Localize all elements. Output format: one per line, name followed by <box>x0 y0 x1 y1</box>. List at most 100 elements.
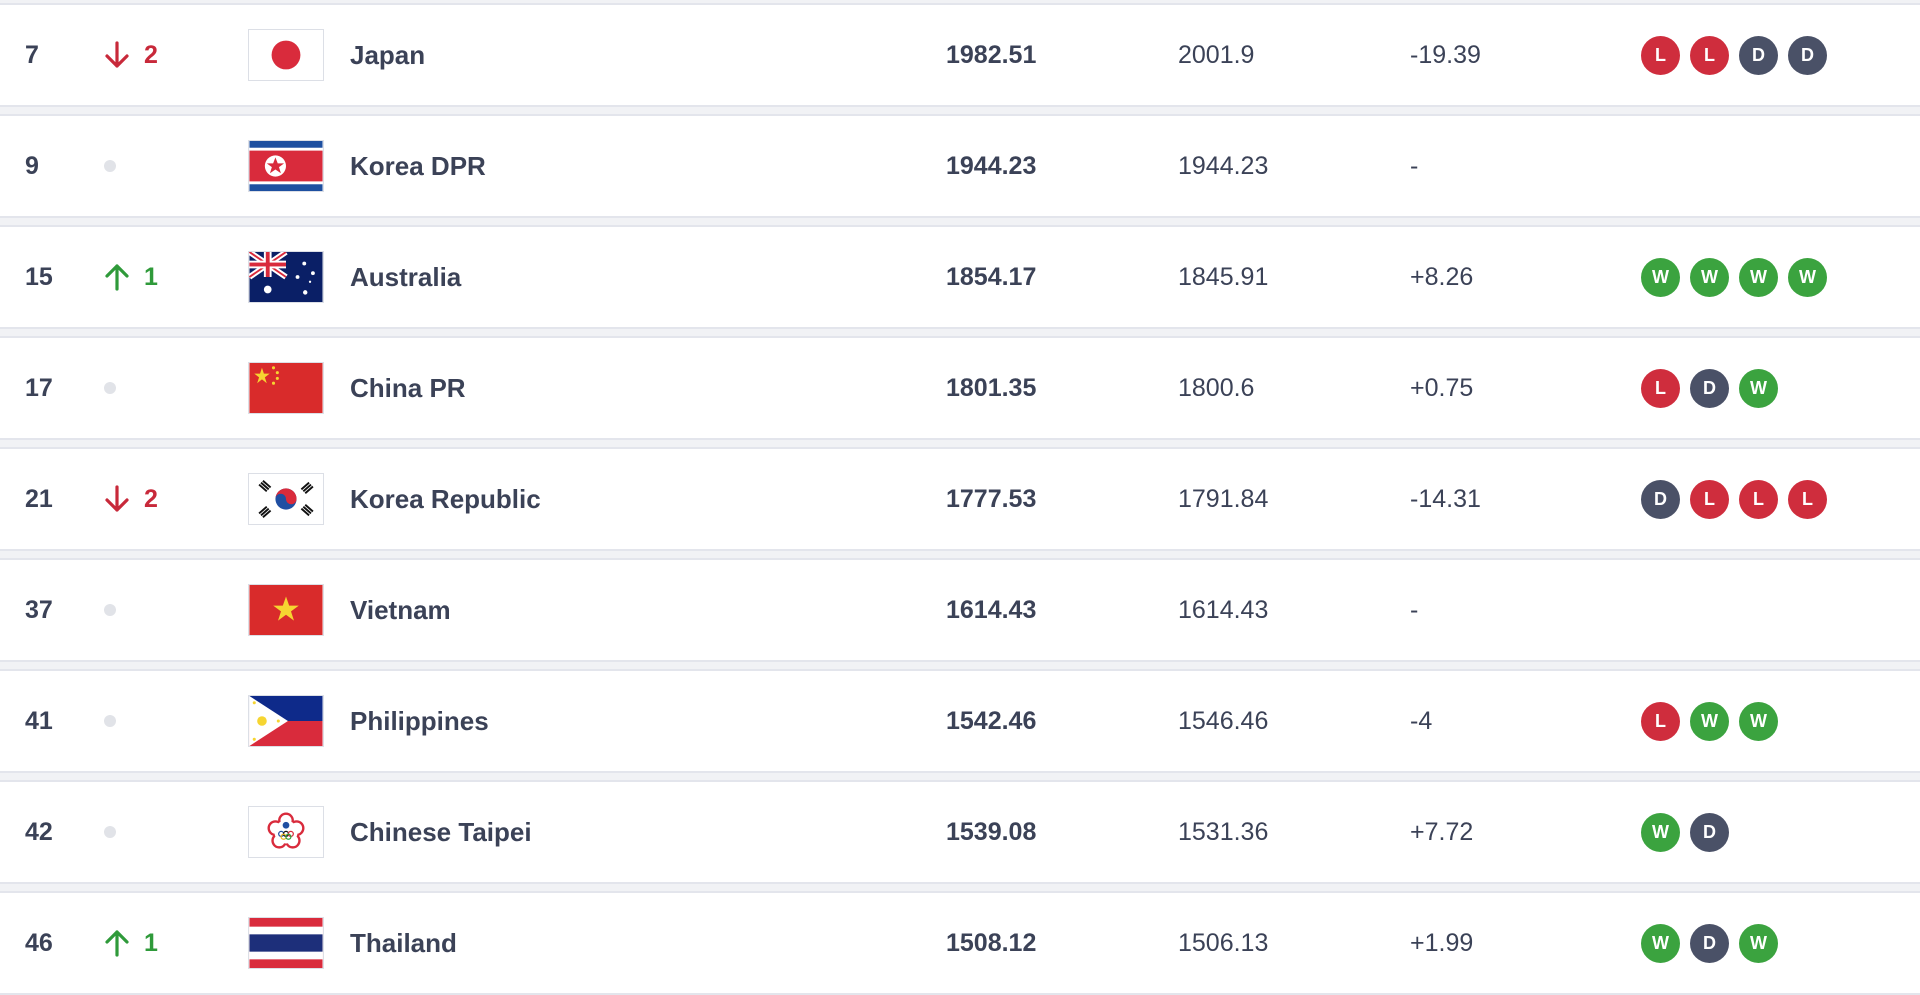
total-points: 1508.12 <box>946 928 1037 957</box>
form-badge-draw[interactable]: D <box>1641 479 1680 519</box>
total-points: 1854.17 <box>946 262 1037 291</box>
form-badge-draw[interactable]: D <box>1690 812 1729 852</box>
points-change: -19.39 <box>1410 40 1481 69</box>
form-badge-draw[interactable]: D <box>1690 368 1729 408</box>
form-badge-win[interactable]: W <box>1641 257 1680 297</box>
points-change: +1.99 <box>1410 928 1474 957</box>
korea-dpr-flag <box>248 140 324 192</box>
team-name[interactable]: China PR <box>350 372 466 403</box>
points-change: - <box>1410 595 1419 624</box>
rank-movement <box>104 671 116 771</box>
form-badge-loss[interactable]: L <box>1641 701 1680 741</box>
rank-movement: 1 <box>104 227 158 327</box>
table-row[interactable]: 15 1 <box>0 225 1920 329</box>
previous-points: 1614.43 <box>1178 595 1269 624</box>
no-change-dot-icon <box>104 826 116 838</box>
rank-cell: 17 <box>25 373 53 402</box>
rank-movement <box>104 338 116 438</box>
form-badge-loss[interactable]: L <box>1690 479 1729 519</box>
table-row[interactable]: 7 2 Japan 1982.51 2001.9 -19.39 L L D D <box>0 3 1920 107</box>
rank-cell: 7 <box>25 40 39 69</box>
previous-points: 1546.46 <box>1178 706 1269 735</box>
team-name[interactable]: Vietnam <box>350 594 451 625</box>
points-change: +0.75 <box>1410 373 1474 402</box>
rank-cell: 41 <box>25 706 53 735</box>
form-badge-win[interactable]: W <box>1641 923 1680 963</box>
form-badge-loss[interactable]: L <box>1641 368 1680 408</box>
form-badge-loss[interactable]: L <box>1788 479 1827 519</box>
form-badge-win[interactable]: W <box>1739 701 1778 741</box>
rank-movement <box>104 116 116 216</box>
australia-flag <box>248 251 324 303</box>
rank-cell: 21 <box>25 484 53 513</box>
arrow-up-icon <box>105 930 129 957</box>
table-row[interactable]: 42 <box>0 780 1920 884</box>
movement-value: 2 <box>144 484 158 513</box>
previous-points: 1845.91 <box>1178 262 1269 291</box>
rank-cell: 9 <box>25 151 39 180</box>
rank-cell: 15 <box>25 262 53 291</box>
table-row[interactable]: 41 Philippines 1542.46 1546.46 -4 L W W <box>0 669 1920 773</box>
form-badge-win[interactable]: W <box>1690 257 1729 297</box>
form-badge-win[interactable]: W <box>1641 812 1680 852</box>
rank-movement <box>104 782 116 882</box>
recent-form: D L L L <box>1641 449 1827 549</box>
form-badge-win[interactable]: W <box>1739 923 1778 963</box>
vietnam-flag <box>248 584 324 636</box>
rank-movement: 2 <box>104 449 158 549</box>
team-name[interactable]: Chinese Taipei <box>350 816 532 847</box>
form-badge-win[interactable]: W <box>1690 701 1729 741</box>
korea-republic-flag <box>248 473 324 525</box>
form-badge-win[interactable]: W <box>1739 368 1778 408</box>
form-badge-loss[interactable]: L <box>1690 35 1729 75</box>
form-badge-draw[interactable]: D <box>1690 923 1729 963</box>
form-badge-win[interactable]: W <box>1739 257 1778 297</box>
table-row[interactable]: 46 1 Thailand 1508.12 1506.13 +1.99 W D … <box>0 891 1920 995</box>
total-points: 1982.51 <box>946 40 1037 69</box>
form-badge-loss[interactable]: L <box>1739 479 1778 519</box>
form-badge-win[interactable]: W <box>1788 257 1827 297</box>
movement-value: 1 <box>144 262 158 291</box>
recent-form: L D W <box>1641 338 1778 438</box>
form-badge-loss[interactable]: L <box>1641 35 1680 75</box>
chinese-taipei-flag <box>248 806 324 858</box>
table-row[interactable]: 9 Korea DPR 1944.23 1944.23 - <box>0 114 1920 218</box>
team-name[interactable]: Australia <box>350 261 462 292</box>
points-change: -14.31 <box>1410 484 1481 513</box>
total-points: 1777.53 <box>946 484 1037 513</box>
team-name[interactable]: Philippines <box>350 705 489 736</box>
movement-value: 2 <box>144 40 158 69</box>
rank-movement: 2 <box>104 5 158 105</box>
rank-cell: 46 <box>25 928 53 957</box>
no-change-dot-icon <box>104 382 116 394</box>
previous-points: 1506.13 <box>1178 928 1269 957</box>
no-change-dot-icon <box>104 160 116 172</box>
form-badge-draw[interactable]: D <box>1788 35 1827 75</box>
points-change: -4 <box>1410 706 1433 735</box>
rank-cell: 42 <box>25 817 53 846</box>
china-pr-flag <box>248 362 324 414</box>
recent-form: W D W <box>1641 893 1778 993</box>
japan-flag <box>248 29 324 81</box>
previous-points: 1800.6 <box>1178 373 1255 402</box>
team-name[interactable]: Korea DPR <box>350 150 486 181</box>
form-badge-draw[interactable]: D <box>1739 35 1778 75</box>
team-name[interactable]: Korea Republic <box>350 483 541 514</box>
rank-cell: 37 <box>25 595 53 624</box>
total-points: 1539.08 <box>946 817 1037 846</box>
points-change: - <box>1410 151 1419 180</box>
recent-form: L L D D <box>1641 5 1827 105</box>
team-name[interactable]: Japan <box>350 39 426 70</box>
total-points: 1944.23 <box>946 151 1037 180</box>
no-change-dot-icon <box>104 715 116 727</box>
team-name[interactable]: Thailand <box>350 927 457 958</box>
points-change: +7.72 <box>1410 817 1474 846</box>
table-row[interactable]: 17 China PR 1801.35 1800.6 +0.75 L D W <box>0 336 1920 440</box>
rank-movement: 1 <box>104 893 158 993</box>
total-points: 1542.46 <box>946 706 1037 735</box>
recent-form: W W W W <box>1641 227 1827 327</box>
total-points: 1801.35 <box>946 373 1037 402</box>
table-row[interactable]: 21 2 Korea Republic 1777.53 1791.84 -14.… <box>0 447 1920 551</box>
table-row[interactable]: 37 Vietnam 1614.43 1614.43 - <box>0 558 1920 662</box>
arrow-down-icon <box>105 41 129 68</box>
